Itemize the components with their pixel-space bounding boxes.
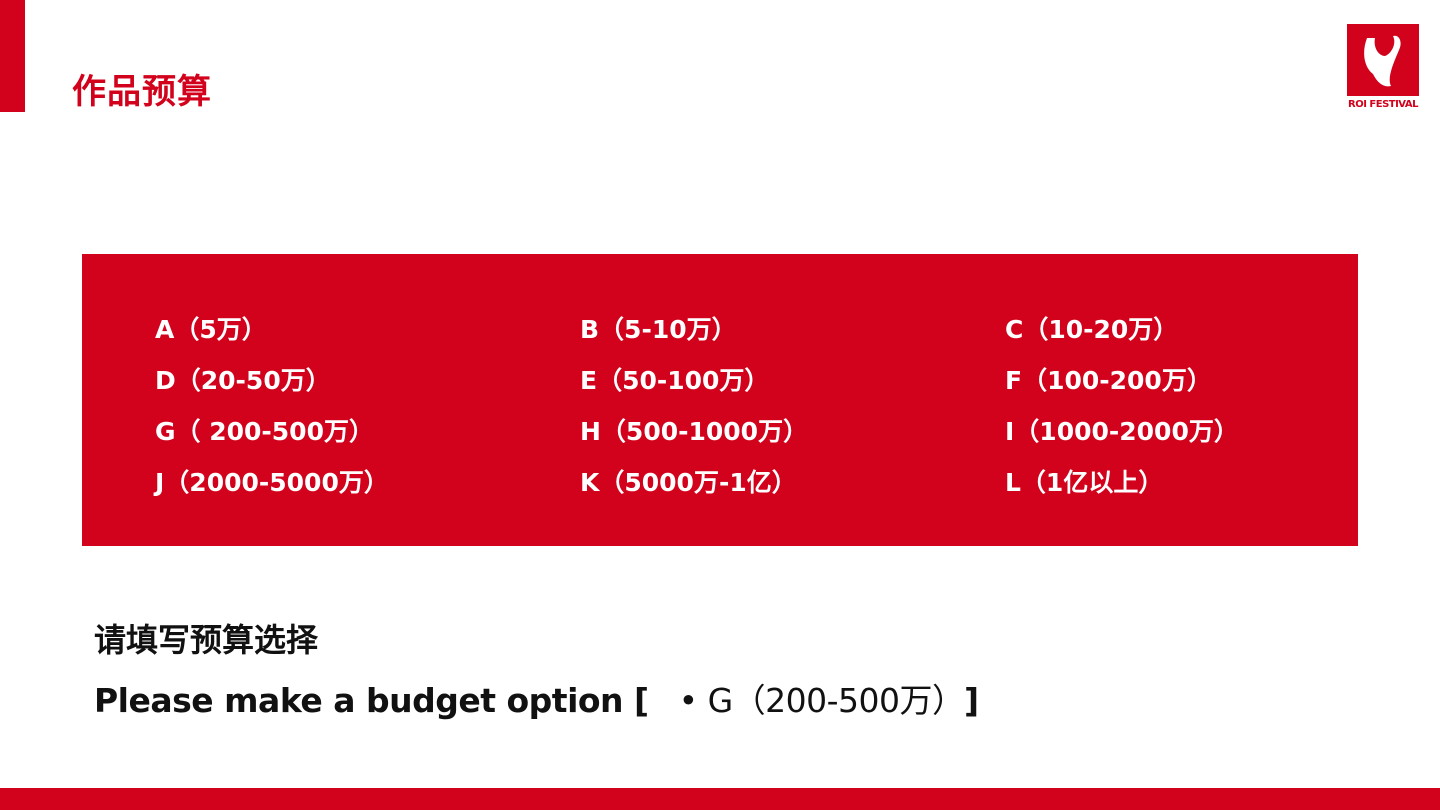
option-f: F（100-200万） — [1005, 366, 1212, 395]
option-l: L（1亿以上） — [1005, 468, 1164, 497]
footer-bar — [0, 788, 1440, 810]
option-e: E（50-100万） — [580, 366, 770, 395]
page-title: 作品预算 — [72, 72, 212, 112]
option-h: H（500-1000万） — [580, 417, 809, 446]
roi-festival-logo: ROI FESTIVAL — [1346, 24, 1420, 110]
question-en-label: Please make a budget option [ — [94, 681, 649, 720]
option-k: K（5000万-1亿） — [580, 468, 797, 497]
logo-text: ROI FESTIVAL — [1348, 99, 1418, 110]
question-zh: 请填写预算选择 — [94, 621, 319, 659]
option-i: I（1000-2000万） — [1005, 417, 1239, 446]
closing-bracket: ] — [964, 681, 979, 720]
option-c: C（10-20万） — [1005, 315, 1179, 344]
selected-answer[interactable]: • G（200-500万） — [678, 681, 949, 720]
option-g: G（ 200-500万） — [155, 417, 374, 446]
accent-bar — [0, 0, 25, 112]
option-d: D（20-50万） — [155, 366, 331, 395]
budget-options-panel: A（5万） B（5-10万） C（10-20万） D（20-50万） E（50-… — [82, 254, 1358, 546]
question-en: Please make a budget option [ • G（200-500… — [94, 674, 979, 722]
figure-icon — [1364, 35, 1401, 87]
option-j: J（2000-5000万） — [155, 468, 389, 497]
option-b: B（5-10万） — [580, 315, 737, 344]
option-a: A（5万） — [155, 315, 267, 344]
